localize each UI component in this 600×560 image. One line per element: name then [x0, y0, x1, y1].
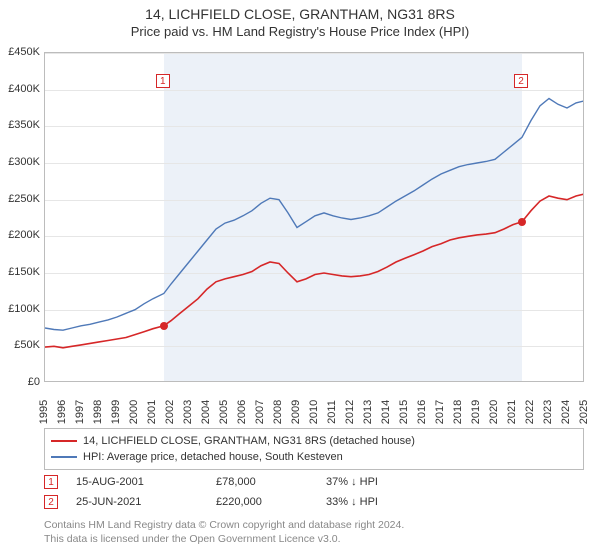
x-tick-label: 2022 — [524, 400, 536, 424]
y-tick-label: £150K — [0, 266, 40, 278]
x-tick-label: 2016 — [416, 400, 428, 424]
series-line-hpi — [45, 99, 584, 331]
x-tick-label: 2014 — [380, 400, 392, 424]
sales-row-date: 25-JUN-2021 — [76, 496, 216, 508]
legend-item-hpi: HPI: Average price, detached house, Sout… — [51, 449, 577, 465]
legend-swatch-property — [51, 440, 77, 442]
x-tick-label: 2010 — [308, 400, 320, 424]
y-tick-label: £350K — [0, 119, 40, 131]
x-tick-label: 2019 — [470, 400, 482, 424]
plot-area: 12 — [44, 52, 584, 382]
x-tick-label: 2012 — [344, 400, 356, 424]
sales-row-marker: 2 — [44, 495, 58, 509]
x-tick-label: 2011 — [326, 400, 338, 424]
plot-border — [44, 52, 584, 382]
x-tick-label: 2013 — [362, 400, 374, 424]
x-tick-label: 2003 — [182, 400, 194, 424]
sale-marker-2 — [518, 218, 526, 226]
sales-row-1: 1 15-AUG-2001£78,00037% ↓ HPI — [44, 472, 584, 492]
legend-label-property: 14, LICHFIELD CLOSE, GRANTHAM, NG31 8RS … — [83, 435, 415, 447]
x-tick-label: 2001 — [146, 400, 158, 424]
footer-line1: Contains HM Land Registry data © Crown c… — [44, 518, 584, 532]
sale-box-2: 2 — [514, 74, 528, 88]
x-tick-label: 2009 — [290, 400, 302, 424]
sale-marker-1 — [160, 322, 168, 330]
line-svg — [45, 53, 584, 382]
x-tick-label: 2020 — [488, 400, 500, 424]
x-axis: 1995199619971998199920002001200220032004… — [44, 384, 584, 430]
x-tick-label: 2008 — [272, 400, 284, 424]
x-tick-label: 2021 — [506, 400, 518, 424]
sales-row-price: £220,000 — [216, 496, 326, 508]
y-tick-label: £300K — [0, 156, 40, 168]
x-tick-label: 1997 — [74, 400, 86, 424]
x-tick-label: 2025 — [578, 400, 590, 424]
legend-swatch-hpi — [51, 456, 77, 458]
x-tick-label: 2024 — [560, 400, 572, 424]
x-tick-label: 2000 — [128, 400, 140, 424]
legend: 14, LICHFIELD CLOSE, GRANTHAM, NG31 8RS … — [44, 428, 584, 470]
x-tick-label: 2018 — [452, 400, 464, 424]
sales-row-price: £78,000 — [216, 476, 326, 488]
legend-label-hpi: HPI: Average price, detached house, Sout… — [83, 451, 343, 463]
x-tick-label: 1999 — [110, 400, 122, 424]
y-tick-label: £50K — [0, 339, 40, 351]
x-tick-label: 1995 — [38, 400, 50, 424]
x-tick-label: 2006 — [236, 400, 248, 424]
chart-subtitle: Price paid vs. HM Land Registry's House … — [0, 24, 600, 39]
footer-attribution: Contains HM Land Registry data © Crown c… — [44, 518, 584, 546]
x-tick-label: 2002 — [164, 400, 176, 424]
footer-line2: This data is licensed under the Open Gov… — [44, 532, 584, 546]
x-tick-label: 2015 — [398, 400, 410, 424]
sales-row-date: 15-AUG-2001 — [76, 476, 216, 488]
title-block: 14, LICHFIELD CLOSE, GRANTHAM, NG31 8RS … — [0, 0, 600, 39]
y-tick-label: £450K — [0, 46, 40, 58]
x-tick-label: 2017 — [434, 400, 446, 424]
y-tick-label: £250K — [0, 193, 40, 205]
sale-box-1: 1 — [156, 74, 170, 88]
sales-row-marker: 1 — [44, 475, 58, 489]
chart-title: 14, LICHFIELD CLOSE, GRANTHAM, NG31 8RS — [0, 6, 600, 22]
y-tick-label: £0 — [0, 376, 40, 388]
y-tick-label: £200K — [0, 229, 40, 241]
sales-row-delta: 37% ↓ HPI — [326, 476, 446, 488]
x-tick-label: 1996 — [56, 400, 68, 424]
y-tick-label: £100K — [0, 303, 40, 315]
legend-item-property: 14, LICHFIELD CLOSE, GRANTHAM, NG31 8RS … — [51, 433, 577, 449]
chart-container: 14, LICHFIELD CLOSE, GRANTHAM, NG31 8RS … — [0, 0, 600, 560]
x-tick-label: 1998 — [92, 400, 104, 424]
x-tick-label: 2005 — [218, 400, 230, 424]
sales-row-2: 2 25-JUN-2021£220,00033% ↓ HPI — [44, 492, 584, 512]
sales-row-delta: 33% ↓ HPI — [326, 496, 446, 508]
x-tick-label: 2004 — [200, 400, 212, 424]
x-tick-label: 2023 — [542, 400, 554, 424]
x-tick-label: 2007 — [254, 400, 266, 424]
y-tick-label: £400K — [0, 83, 40, 95]
sales-table: 1 15-AUG-2001£78,00037% ↓ HPI 2 25-JUN-2021… — [44, 472, 584, 512]
